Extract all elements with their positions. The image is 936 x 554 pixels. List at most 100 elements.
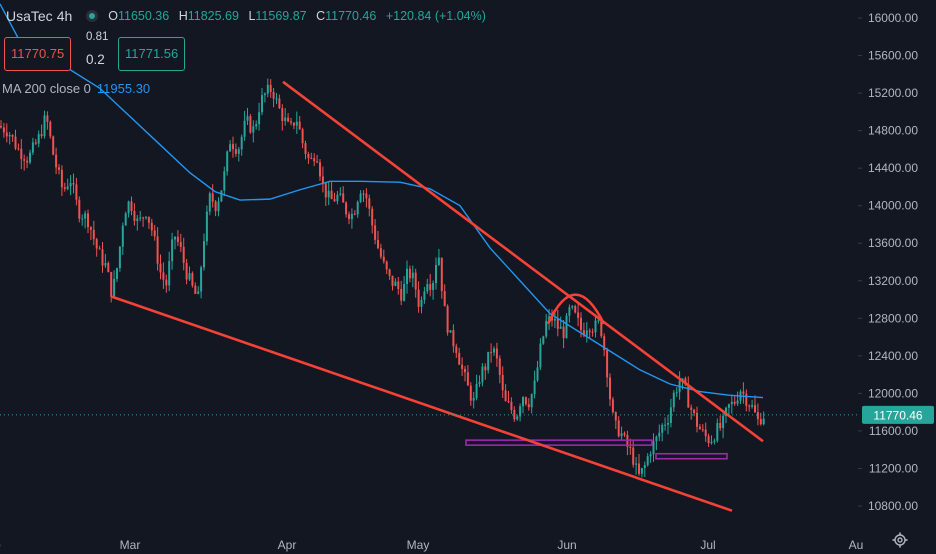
candle-body — [359, 193, 362, 202]
ma-legend[interactable]: MA 200 close 0 11955.30 — [2, 81, 150, 96]
symbol-name[interactable]: UsaTec — [6, 8, 53, 24]
candle-body — [493, 348, 495, 353]
candle-body — [507, 401, 510, 403]
candle-body — [736, 400, 739, 404]
candle-body — [200, 267, 203, 292]
candle-body — [504, 390, 507, 402]
y-tick-label: 15600.00 — [868, 49, 918, 63]
candle-body — [147, 216, 150, 223]
candle-body — [174, 236, 176, 240]
candle-body — [510, 401, 513, 410]
candle-body — [527, 404, 530, 408]
candle-body — [379, 248, 382, 257]
candle-body — [55, 154, 58, 168]
candle-body — [116, 268, 118, 279]
candle-body — [742, 391, 745, 394]
candle-body — [449, 330, 452, 333]
candle-body — [60, 169, 63, 188]
settings-gear-icon[interactable] — [892, 532, 908, 548]
candle-body — [391, 275, 394, 286]
candle-body — [620, 433, 623, 437]
candle-body — [696, 413, 698, 427]
candle-body — [124, 213, 127, 226]
candle-body — [588, 330, 591, 332]
candle-body — [704, 429, 707, 437]
candle-body — [374, 225, 377, 240]
candle-body — [751, 405, 754, 407]
candle-body — [417, 289, 420, 307]
candle-body — [455, 346, 458, 353]
candle-body — [136, 218, 139, 221]
x-tick-label: Jun — [557, 538, 576, 552]
candle-body — [142, 217, 145, 219]
candle-body — [345, 202, 348, 215]
candle-body — [733, 401, 736, 404]
candle-body — [46, 115, 49, 122]
candle-body — [426, 284, 429, 292]
candle-body — [582, 330, 585, 336]
candle-body — [461, 364, 464, 369]
visibility-eye-icon[interactable] — [86, 10, 99, 22]
candle-body — [246, 116, 249, 121]
last-price-tag — [862, 405, 934, 424]
candle-body — [211, 193, 214, 202]
symbol-legend: UsaTec 4h O11650.36 H11825.69 L11569.87 … — [6, 8, 492, 24]
candle-body — [423, 291, 426, 300]
candle-body — [365, 193, 368, 199]
candle-body — [571, 306, 574, 308]
y-tick-label: 12000.00 — [868, 386, 918, 400]
candle-body — [693, 409, 696, 414]
candle-body — [388, 269, 391, 276]
candle-body — [104, 263, 107, 266]
candle-body — [159, 263, 162, 273]
high-label: H — [178, 9, 188, 23]
candle-body — [194, 285, 197, 294]
candle-body — [313, 158, 316, 162]
x-tick-label: eb — [0, 538, 1, 552]
candle-body — [110, 272, 113, 297]
x-tick-label: Au — [849, 538, 864, 552]
candle-body — [408, 268, 411, 279]
candle-body — [232, 144, 234, 149]
candle-body — [539, 343, 542, 368]
candle-body — [290, 121, 292, 123]
candle-body — [348, 214, 350, 219]
timeframe-label[interactable]: 4h — [56, 8, 73, 24]
candle-body — [145, 216, 147, 218]
candle-body — [548, 316, 551, 321]
candle-body — [652, 441, 655, 455]
candle-body — [240, 136, 243, 150]
candle-body — [603, 336, 606, 351]
candle-body — [182, 246, 185, 263]
candle-body — [713, 440, 716, 442]
candle-body — [168, 261, 171, 286]
candle-body — [75, 184, 78, 200]
buy-price-button[interactable]: 11771.56 — [118, 37, 186, 71]
candle-body — [458, 352, 461, 365]
candle-body — [640, 468, 643, 474]
candle-body — [0, 125, 2, 128]
candle-body — [655, 436, 658, 442]
candle-body — [701, 429, 704, 431]
candle-body — [266, 84, 269, 94]
candle-body — [707, 436, 710, 444]
candle-body — [568, 307, 571, 316]
candle-body — [377, 239, 379, 249]
candle-body — [672, 392, 675, 408]
candle-body — [385, 261, 388, 270]
candle-body — [197, 291, 200, 294]
candle-body — [2, 127, 5, 133]
candle-body — [353, 213, 356, 215]
sell-price-button[interactable]: 11770.75 — [4, 37, 72, 71]
candle-body — [14, 136, 17, 149]
candle-body — [745, 393, 748, 406]
candle-body — [687, 384, 690, 408]
candle-body — [249, 116, 252, 133]
candle-body — [403, 284, 406, 301]
candle-body — [437, 257, 440, 265]
candle-body — [545, 320, 548, 337]
y-tick-label: 10800.00 — [868, 499, 918, 513]
candle-body — [220, 190, 223, 202]
ma-200-line — [0, 3, 764, 399]
